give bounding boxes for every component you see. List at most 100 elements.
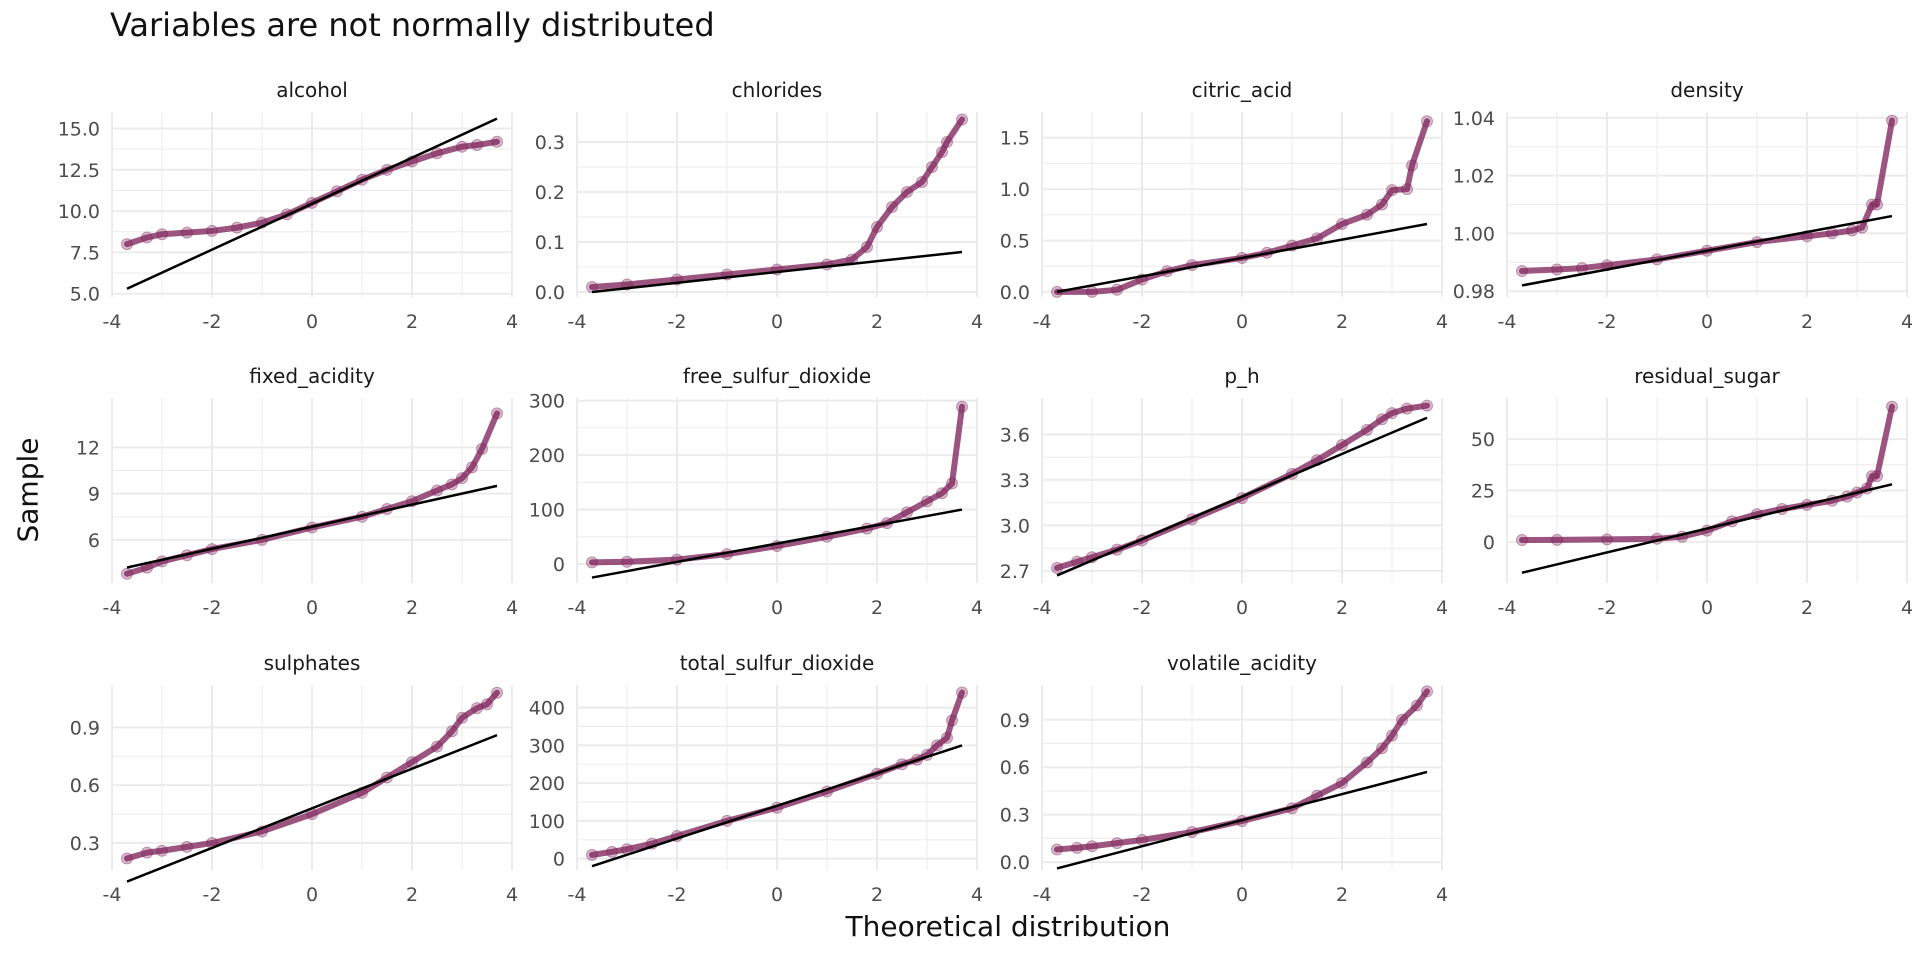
x-tick-label: 4 xyxy=(506,884,518,906)
chart-title: Variables are not normally distributed xyxy=(110,6,715,44)
x-tick-label: 0 xyxy=(771,884,783,906)
qq-reference-line xyxy=(1521,483,1893,574)
y-tick-label: 0.5 xyxy=(1000,230,1030,252)
x-tick-label: 2 xyxy=(1336,597,1348,619)
x-tick-label: -2 xyxy=(203,884,222,906)
panel-title: volatile_acidity xyxy=(1167,651,1317,675)
x-tick-label: 0 xyxy=(306,597,318,619)
x-tick-label: 4 xyxy=(1436,597,1448,619)
y-axis-title: Sample xyxy=(11,437,45,543)
x-tick-label: -2 xyxy=(203,311,222,333)
x-tick-label: -2 xyxy=(1133,311,1152,333)
y-tick-label: 100 xyxy=(529,811,565,833)
panel-title: p_h xyxy=(1224,364,1259,388)
qq-reference-line xyxy=(1056,416,1428,577)
x-tick-label: 0 xyxy=(1236,597,1248,619)
x-tick-label: -4 xyxy=(1033,884,1052,906)
y-tick-label: 0.0 xyxy=(1000,852,1030,874)
y-tick-label: 0.6 xyxy=(70,775,100,797)
y-tick-label: 0 xyxy=(553,849,565,871)
x-tick-label: -2 xyxy=(668,311,687,333)
y-tick-label: 100 xyxy=(529,500,565,522)
x-tick-label: -4 xyxy=(103,311,122,333)
y-tick-label: 50 xyxy=(1471,429,1495,451)
y-tick-label: 400 xyxy=(529,698,565,720)
x-tick-label: -2 xyxy=(1133,884,1152,906)
x-tick-label: 2 xyxy=(406,884,418,906)
y-tick-label: 1.02 xyxy=(1453,166,1495,188)
y-tick-label: 0.6 xyxy=(1000,757,1030,779)
panel-title: fixed_acidity xyxy=(249,364,375,388)
x-tick-label: 4 xyxy=(506,597,518,619)
panel-title: density xyxy=(1670,78,1743,102)
qq-reference-line xyxy=(1056,770,1428,870)
y-tick-label: 1.5 xyxy=(1000,128,1030,150)
x-tick-label: 2 xyxy=(1801,597,1813,619)
qq-point-band xyxy=(1054,118,1430,295)
x-tick-label: -4 xyxy=(1498,597,1517,619)
x-tick-label: 4 xyxy=(1436,884,1448,906)
x-tick-label: -4 xyxy=(1033,311,1052,333)
panel-title: residual_sugar xyxy=(1634,364,1780,388)
facet-panel-alcohol: -4 -2 0 2 4 5.0 7.5 10.0 12.5 15.0 alcohol xyxy=(58,78,518,333)
y-tick-label: 0.3 xyxy=(535,132,565,154)
x-tick-label: -2 xyxy=(203,597,222,619)
x-tick-label: -4 xyxy=(568,311,587,333)
y-tick-label: 9 xyxy=(88,484,100,506)
y-tick-label: 12.5 xyxy=(58,160,100,182)
qq-point-band xyxy=(1054,402,1430,571)
qq-reference-line xyxy=(1521,214,1893,287)
y-tick-label: 0.3 xyxy=(1000,805,1030,827)
x-tick-label: 2 xyxy=(1336,884,1348,906)
facet-panel-citric_acid: -4 -2 0 2 4 0.0 0.5 1.0 1.5 citric_acid xyxy=(1000,78,1448,333)
panel-title: alcohol xyxy=(276,78,348,102)
y-tick-label: 6 xyxy=(88,530,100,552)
x-tick-label: -2 xyxy=(1598,597,1617,619)
facet-panel-volatile_acidity: -4 -2 0 2 4 0.0 0.3 0.6 0.9 volatile_acidity xyxy=(1000,651,1448,906)
x-tick-label: 4 xyxy=(1901,311,1913,333)
x-tick-label: 2 xyxy=(1801,311,1813,333)
panel-title: citric_acid xyxy=(1192,78,1293,102)
qq-reference-line xyxy=(591,508,963,579)
x-tick-label: 0 xyxy=(1701,597,1713,619)
x-tick-label: 0 xyxy=(306,884,318,906)
y-tick-label: 0.1 xyxy=(535,232,565,254)
y-tick-label: 0.3 xyxy=(70,833,100,855)
x-tick-label: 0 xyxy=(771,597,783,619)
qq-point-band xyxy=(1054,688,1430,853)
x-tick-label: 4 xyxy=(971,884,983,906)
x-tick-label: 2 xyxy=(406,311,418,333)
x-tick-label: -4 xyxy=(1498,311,1517,333)
x-tick-label: 4 xyxy=(1901,597,1913,619)
x-tick-label: 0 xyxy=(771,311,783,333)
y-tick-label: 12 xyxy=(76,437,100,459)
y-tick-label: 0.0 xyxy=(535,282,565,304)
x-tick-label: 0 xyxy=(1236,884,1248,906)
qq-reference-line xyxy=(126,484,498,569)
x-tick-label: -4 xyxy=(103,597,122,619)
facet-panel-residual_sugar: -4 -2 0 2 4 0 25 50 residual_sugar xyxy=(1471,364,1913,619)
panel-title: free_sulfur_dioxide xyxy=(683,364,871,388)
qq-point-band xyxy=(589,403,965,566)
x-tick-label: -2 xyxy=(1133,597,1152,619)
x-tick-label: 2 xyxy=(871,597,883,619)
facet-panel-free_sulfur_dioxide: -4 -2 0 2 4 0 100 200 300 free_sulfur_dioxide xyxy=(529,364,983,619)
y-tick-label: 0.9 xyxy=(1000,710,1030,732)
y-tick-label: 5.0 xyxy=(70,284,100,306)
x-tick-label: 2 xyxy=(1336,311,1348,333)
panel-title: sulphates xyxy=(264,651,361,675)
y-tick-label: 1.00 xyxy=(1453,223,1495,245)
y-tick-label: 25 xyxy=(1471,481,1495,503)
x-tick-label: -4 xyxy=(568,884,587,906)
x-tick-label: -4 xyxy=(103,884,122,906)
y-tick-label: 300 xyxy=(529,391,565,413)
x-tick-label: 4 xyxy=(506,311,518,333)
y-tick-label: 3.3 xyxy=(1000,470,1030,492)
x-tick-label: -2 xyxy=(668,884,687,906)
y-tick-label: 0.2 xyxy=(535,182,565,204)
y-tick-label: 3.6 xyxy=(1000,424,1030,446)
y-tick-label: 300 xyxy=(529,735,565,757)
y-tick-label: 7.5 xyxy=(70,242,100,264)
